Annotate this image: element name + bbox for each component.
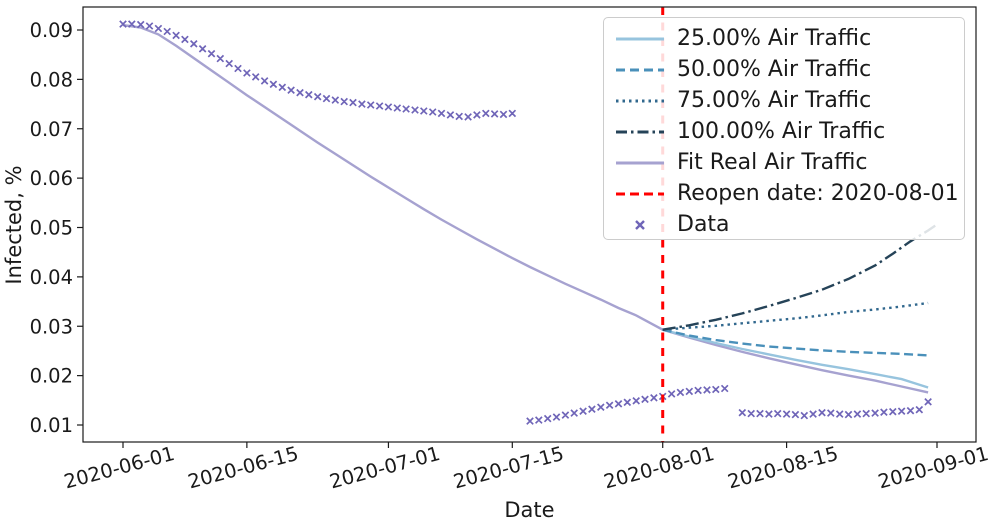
legend-key-100-percent-line <box>616 130 664 133</box>
legend-key-50-percent-line <box>616 68 664 71</box>
y-tick-label: 0.02 <box>30 365 73 388</box>
plot-border <box>82 6 977 443</box>
y-tick-label: 0.07 <box>30 118 73 141</box>
legend-item-100-percent-air-traffic: 100.00% Air Traffic <box>614 116 964 147</box>
y-tick-label: 0.08 <box>30 68 73 91</box>
line-fit-real-air-traffic <box>122 23 929 394</box>
y-tick-label: 0.03 <box>30 315 73 338</box>
line-25-percent-air-traffic <box>662 328 929 389</box>
legend-item-75-percent-air-traffic: 75.00% Air Traffic <box>614 85 964 116</box>
legend-key-25-percent-line <box>616 37 664 40</box>
legend-item-25-percent-air-traffic: 25.00% Air Traffic <box>614 23 964 54</box>
y-tick-label: 0.05 <box>30 217 73 240</box>
y-tick-label: 0.09 <box>30 19 73 42</box>
legend-item-data: Data <box>614 209 964 240</box>
legend-item-reopen-date: Reopen date: 2020-08-01 <box>614 178 964 209</box>
legend-key-fit-line <box>616 161 664 164</box>
y-tick-label: 0.01 <box>30 414 73 437</box>
y-tick-label: 0.04 <box>30 266 73 289</box>
y-axis-label: Infected, % <box>2 165 26 284</box>
y-axis: 0.01 0.02 0.03 0.04 0.05 0.06 0.07 0.08 0.09 <box>30 19 83 437</box>
legend-label: 50.00% Air Traffic <box>677 57 872 82</box>
y-tick-label: 0.06 <box>30 167 73 190</box>
legend-label: Data <box>677 212 730 237</box>
legend-item-50-percent-air-traffic: 50.00% Air Traffic <box>614 54 964 85</box>
line-75-percent-air-traffic <box>662 301 929 331</box>
legend-label: 25.00% Air Traffic <box>677 26 872 51</box>
legend-label: 75.00% Air Traffic <box>677 88 872 113</box>
legend-key-data-marker <box>635 219 645 230</box>
x-axis-label: Date <box>504 498 554 522</box>
line-100-percent-air-traffic <box>662 223 938 331</box>
line-50-percent-air-traffic <box>662 328 929 357</box>
legend-key-75-percent-line <box>616 99 664 102</box>
legend-label: Fit Real Air Traffic <box>677 150 868 175</box>
legend-item-fit-real-air-traffic: Fit Real Air Traffic <box>614 147 964 178</box>
legend-label: 100.00% Air Traffic <box>677 119 886 144</box>
legend-label: Reopen date: 2020-08-01 <box>677 181 959 206</box>
x-marker-icon <box>635 219 645 230</box>
legend: 25.00% Air Traffic 50.00% Air Traffic 75… <box>603 17 965 240</box>
legend-key-reopen-line <box>616 192 664 195</box>
plot-lines <box>122 23 938 394</box>
